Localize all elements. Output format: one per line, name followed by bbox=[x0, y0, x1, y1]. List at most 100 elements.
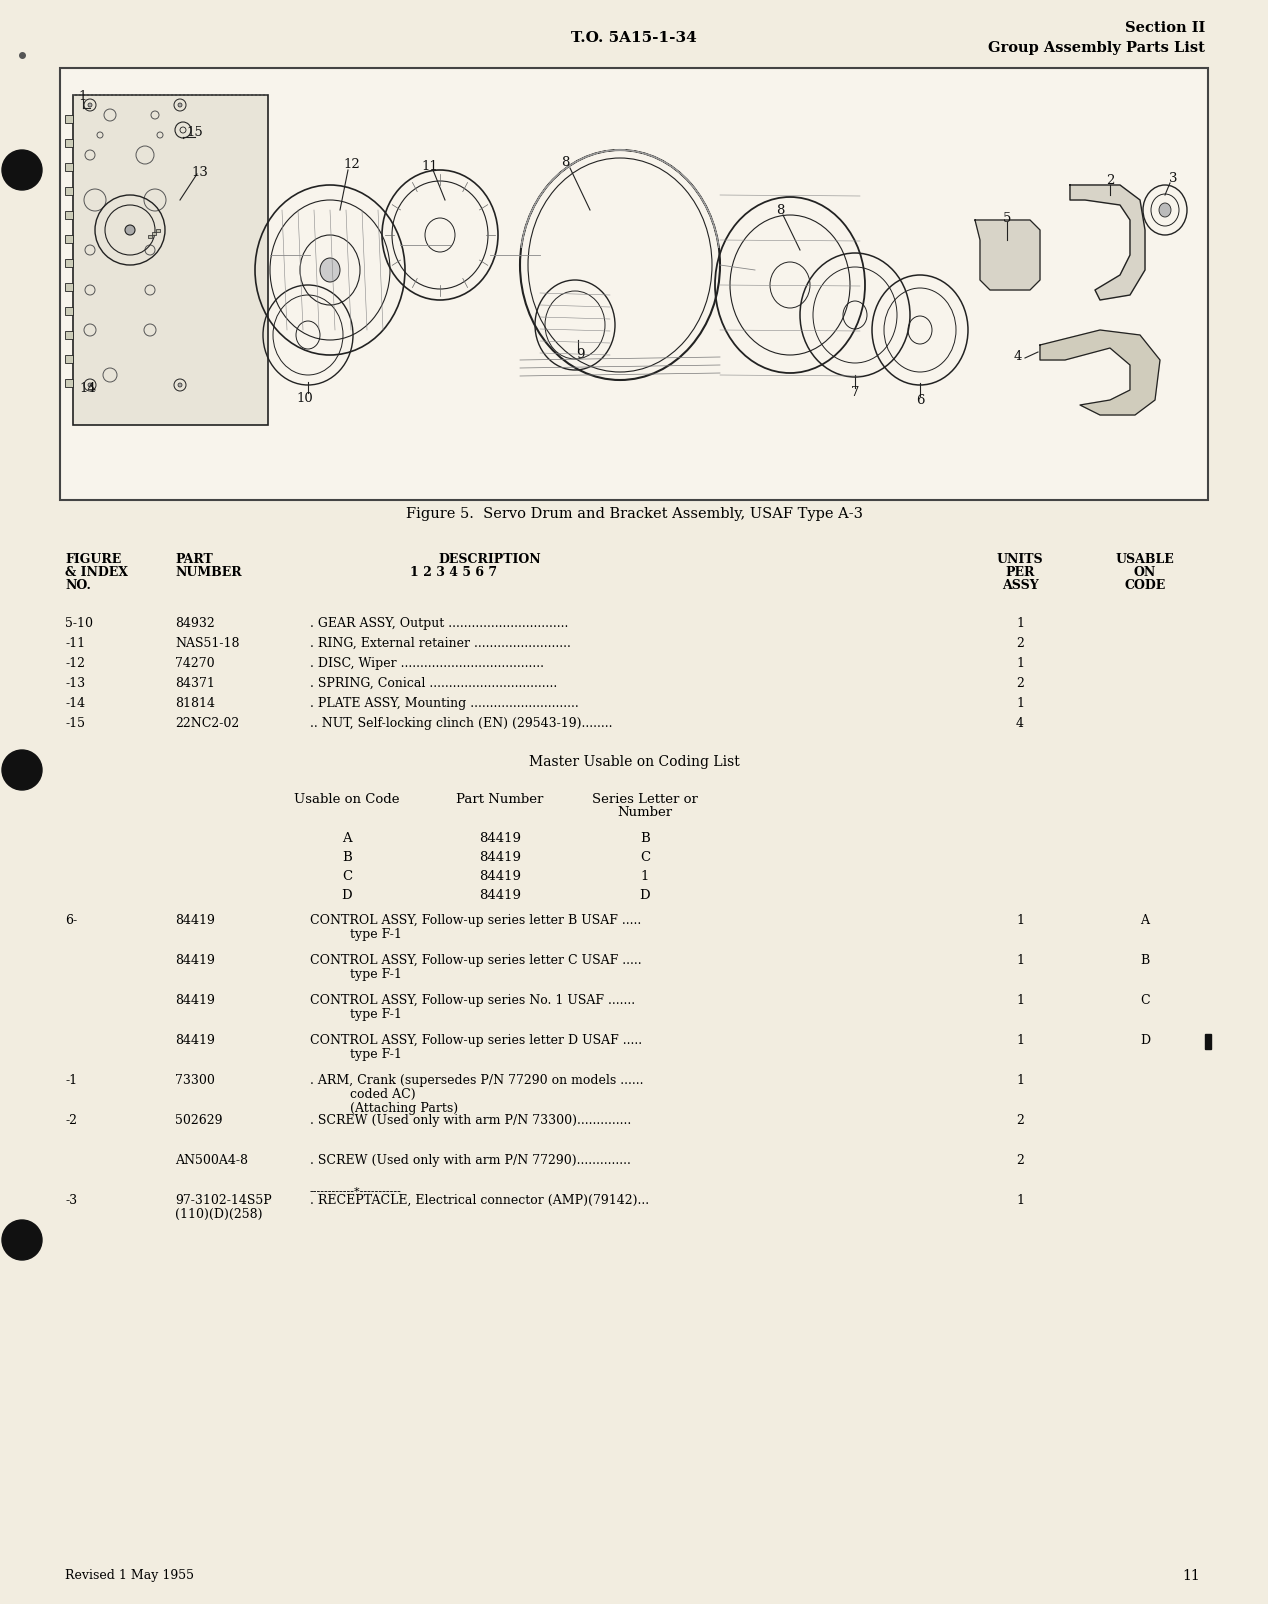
Text: 4: 4 bbox=[1016, 717, 1025, 730]
Text: -2: -2 bbox=[65, 1115, 77, 1128]
Text: UNITS: UNITS bbox=[997, 553, 1044, 566]
Text: . ARM, Crank (supersedes P/N 77290 on models ......: . ARM, Crank (supersedes P/N 77290 on mo… bbox=[309, 1075, 643, 1088]
Text: -15: -15 bbox=[65, 717, 85, 730]
Text: ASSY: ASSY bbox=[1002, 579, 1038, 592]
Bar bbox=[74, 95, 268, 425]
Text: . SCREW (Used only with arm P/N 77290)..............: . SCREW (Used only with arm P/N 77290)..… bbox=[309, 1153, 631, 1168]
Text: 1: 1 bbox=[1016, 994, 1025, 1007]
Text: 6-: 6- bbox=[65, 914, 77, 927]
Text: USABLE: USABLE bbox=[1116, 553, 1174, 566]
Text: 1: 1 bbox=[1016, 1193, 1025, 1206]
Text: CONTROL ASSY, Follow-up series letter D USAF .....: CONTROL ASSY, Follow-up series letter D … bbox=[309, 1035, 642, 1047]
Text: PART: PART bbox=[175, 553, 213, 566]
Bar bbox=[65, 164, 74, 172]
Bar bbox=[156, 229, 160, 233]
Bar bbox=[60, 67, 1208, 500]
Text: 10: 10 bbox=[297, 391, 313, 404]
Text: & INDEX: & INDEX bbox=[65, 566, 128, 579]
Text: . DISC, Wiper .....................................: . DISC, Wiper ..........................… bbox=[309, 658, 544, 670]
Text: 8: 8 bbox=[776, 204, 784, 217]
Text: 2: 2 bbox=[1106, 173, 1115, 186]
Ellipse shape bbox=[87, 103, 93, 107]
Ellipse shape bbox=[320, 258, 340, 282]
Text: 1: 1 bbox=[1016, 618, 1025, 630]
Text: -14: -14 bbox=[65, 698, 85, 711]
Text: 13: 13 bbox=[191, 165, 208, 178]
Text: D: D bbox=[341, 889, 353, 901]
Text: . PLATE ASSY, Mounting ............................: . PLATE ASSY, Mounting .................… bbox=[309, 698, 578, 711]
Text: 12: 12 bbox=[344, 159, 360, 172]
Text: 14: 14 bbox=[80, 382, 96, 395]
Text: 1: 1 bbox=[640, 869, 649, 882]
Text: . GEAR ASSY, Output ...............................: . GEAR ASSY, Output ....................… bbox=[309, 618, 568, 630]
Bar bbox=[65, 140, 74, 148]
Text: 15: 15 bbox=[186, 127, 203, 140]
Text: C: C bbox=[342, 869, 353, 882]
Text: 6: 6 bbox=[915, 393, 924, 406]
Circle shape bbox=[3, 751, 42, 791]
Text: 81814: 81814 bbox=[175, 698, 216, 711]
Ellipse shape bbox=[1159, 204, 1172, 217]
Text: 84419: 84419 bbox=[479, 869, 521, 882]
Bar bbox=[1205, 1035, 1211, 1049]
Text: 1: 1 bbox=[1016, 1075, 1025, 1088]
Circle shape bbox=[3, 1221, 42, 1261]
Text: Number: Number bbox=[618, 805, 672, 820]
Text: 74270: 74270 bbox=[175, 658, 214, 670]
Text: (110)(D)(258): (110)(D)(258) bbox=[175, 1208, 262, 1221]
Text: 84419: 84419 bbox=[175, 954, 214, 967]
Text: Section II: Section II bbox=[1125, 21, 1205, 35]
Text: ON: ON bbox=[1134, 566, 1156, 579]
Text: 1: 1 bbox=[1016, 914, 1025, 927]
Text: 84419: 84419 bbox=[479, 852, 521, 865]
Bar bbox=[65, 258, 74, 266]
Text: 502629: 502629 bbox=[175, 1115, 222, 1128]
Text: B: B bbox=[342, 852, 353, 865]
Text: CODE: CODE bbox=[1125, 579, 1165, 592]
Text: C: C bbox=[640, 852, 650, 865]
Text: -3: -3 bbox=[65, 1193, 77, 1206]
Text: Figure 5.  Servo Drum and Bracket Assembly, USAF Type A-3: Figure 5. Servo Drum and Bracket Assembl… bbox=[406, 507, 862, 521]
Bar bbox=[65, 236, 74, 242]
Text: 2: 2 bbox=[1016, 1153, 1025, 1168]
Text: 1: 1 bbox=[1016, 658, 1025, 670]
Text: 84419: 84419 bbox=[175, 914, 214, 927]
Text: .. NUT, Self-locking clinch (EN) (29543-19)........: .. NUT, Self-locking clinch (EN) (29543-… bbox=[309, 717, 612, 730]
Text: Master Usable on Coding List: Master Usable on Coding List bbox=[529, 755, 739, 768]
Bar bbox=[65, 282, 74, 290]
Bar bbox=[65, 115, 74, 124]
Text: . RECEPTACLE, Electrical connector (AMP)(79142)...: . RECEPTACLE, Electrical connector (AMP)… bbox=[309, 1193, 649, 1206]
Text: 22NC2-02: 22NC2-02 bbox=[175, 717, 240, 730]
Text: AN500A4-8: AN500A4-8 bbox=[175, 1153, 249, 1168]
Text: 84419: 84419 bbox=[175, 994, 214, 1007]
Text: 84371: 84371 bbox=[175, 677, 214, 690]
Text: D: D bbox=[1140, 1035, 1150, 1047]
Text: 1: 1 bbox=[1016, 954, 1025, 967]
Text: . RING, External retainer .........................: . RING, External retainer ..............… bbox=[309, 637, 571, 650]
Text: PER: PER bbox=[1006, 566, 1035, 579]
Text: 73300: 73300 bbox=[175, 1075, 214, 1088]
Text: NO.: NO. bbox=[65, 579, 91, 592]
Text: 97-3102-14S5P: 97-3102-14S5P bbox=[175, 1193, 271, 1206]
Ellipse shape bbox=[126, 225, 134, 236]
Text: 84419: 84419 bbox=[479, 889, 521, 901]
Circle shape bbox=[3, 151, 42, 189]
Polygon shape bbox=[1070, 184, 1145, 300]
Text: . SPRING, Conical .................................: . SPRING, Conical ......................… bbox=[309, 677, 557, 690]
Ellipse shape bbox=[178, 103, 183, 107]
Text: CONTROL ASSY, Follow-up series letter B USAF .....: CONTROL ASSY, Follow-up series letter B … bbox=[309, 914, 642, 927]
Text: Part Number: Part Number bbox=[456, 792, 544, 805]
Text: 5: 5 bbox=[1003, 212, 1011, 225]
Text: B: B bbox=[1140, 954, 1150, 967]
Ellipse shape bbox=[178, 383, 183, 387]
Bar bbox=[65, 330, 74, 338]
Text: 1: 1 bbox=[1016, 698, 1025, 711]
Text: 84419: 84419 bbox=[175, 1035, 214, 1047]
Text: NUMBER: NUMBER bbox=[175, 566, 242, 579]
Text: DESCRIPTION: DESCRIPTION bbox=[439, 553, 541, 566]
Text: -1: -1 bbox=[65, 1075, 77, 1088]
Text: 1 2 3 4 5 6 7: 1 2 3 4 5 6 7 bbox=[410, 566, 497, 579]
Text: ------------*-----------: ------------*----------- bbox=[309, 1187, 402, 1197]
Text: 1: 1 bbox=[79, 90, 87, 104]
Text: A: A bbox=[1140, 914, 1150, 927]
